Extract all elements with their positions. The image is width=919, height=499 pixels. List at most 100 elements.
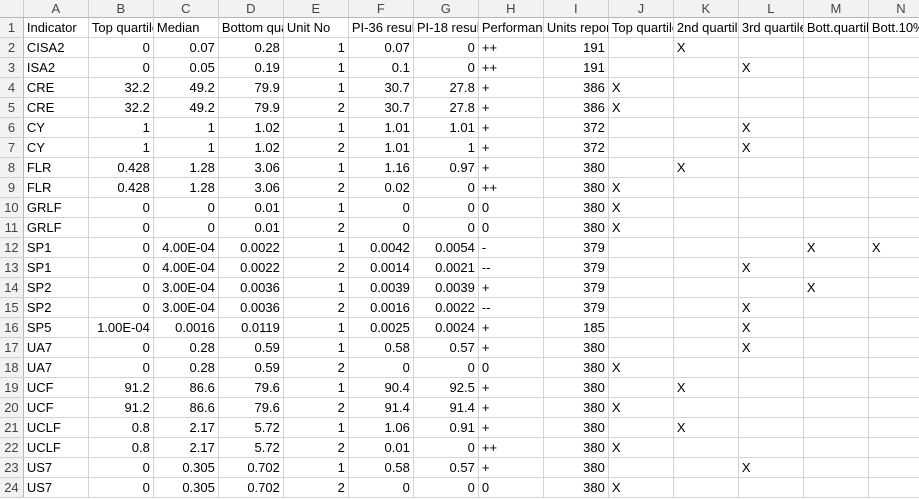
cell-e16[interactable]: 1 — [283, 317, 349, 338]
cell-m23[interactable] — [803, 457, 869, 478]
cell-e8[interactable]: 1 — [283, 157, 349, 178]
cell-h7[interactable]: + — [478, 137, 544, 158]
cell-g18[interactable]: 0 — [413, 357, 479, 378]
cell-n12[interactable]: X — [868, 237, 919, 258]
cell-b15[interactable]: 0 — [88, 297, 154, 318]
cell-k20[interactable] — [673, 397, 739, 418]
cell-m8[interactable] — [803, 157, 869, 178]
cell-l5[interactable] — [738, 97, 804, 118]
cell-m11[interactable] — [803, 217, 869, 238]
cell-i14[interactable]: 379 — [543, 277, 609, 298]
row-header[interactable]: 14 — [0, 277, 24, 298]
cell-b2[interactable]: 0 — [88, 37, 154, 58]
cell-e12[interactable]: 1 — [283, 237, 349, 258]
cell-n8[interactable] — [868, 157, 919, 178]
cell-a20[interactable]: UCF — [23, 397, 89, 418]
cell-f18[interactable]: 0 — [348, 357, 414, 378]
cell-i20[interactable]: 380 — [543, 397, 609, 418]
cell-b8[interactable]: 0.428 — [88, 157, 154, 178]
row-header[interactable]: 20 — [0, 397, 24, 418]
cell-i3[interactable]: 191 — [543, 57, 609, 78]
column-header-b[interactable]: B — [88, 0, 154, 18]
cell-i7[interactable]: 372 — [543, 137, 609, 158]
cell-b23[interactable]: 0 — [88, 457, 154, 478]
row-header[interactable]: 8 — [0, 157, 24, 178]
column-header-m[interactable]: M — [803, 0, 869, 18]
cell-h20[interactable]: + — [478, 397, 544, 418]
cell-d14[interactable]: 0.0036 — [218, 277, 284, 298]
cell-i13[interactable]: 379 — [543, 257, 609, 278]
cell-g7[interactable]: 1 — [413, 137, 479, 158]
cell-l11[interactable] — [738, 217, 804, 238]
cell-j16[interactable] — [608, 317, 674, 338]
cell-h1[interactable]: Performance — [478, 17, 544, 38]
cell-k9[interactable] — [673, 177, 739, 198]
cell-c5[interactable]: 49.2 — [153, 97, 219, 118]
column-header-d[interactable]: D — [218, 0, 284, 18]
cell-f22[interactable]: 0.01 — [348, 437, 414, 458]
cell-l4[interactable] — [738, 77, 804, 98]
cell-d4[interactable]: 79.9 — [218, 77, 284, 98]
cell-a21[interactable]: UCLF — [23, 417, 89, 438]
cell-d2[interactable]: 0.28 — [218, 37, 284, 58]
cell-d20[interactable]: 79.6 — [218, 397, 284, 418]
cell-g24[interactable]: 0 — [413, 477, 479, 498]
cell-e19[interactable]: 1 — [283, 377, 349, 398]
row-header[interactable]: 24 — [0, 477, 24, 498]
cell-m13[interactable] — [803, 257, 869, 278]
cell-c15[interactable]: 3.00E-04 — [153, 297, 219, 318]
cell-f24[interactable]: 0 — [348, 477, 414, 498]
cell-a24[interactable]: US7 — [23, 477, 89, 498]
cell-e11[interactable]: 2 — [283, 217, 349, 238]
cell-e22[interactable]: 2 — [283, 437, 349, 458]
cell-m20[interactable] — [803, 397, 869, 418]
cell-k5[interactable] — [673, 97, 739, 118]
cell-m15[interactable] — [803, 297, 869, 318]
cell-m17[interactable] — [803, 337, 869, 358]
cell-n1[interactable]: Bott.10% — [868, 17, 919, 38]
cell-m16[interactable] — [803, 317, 869, 338]
cell-j6[interactable] — [608, 117, 674, 138]
cell-k12[interactable] — [673, 237, 739, 258]
cell-h3[interactable]: ++ — [478, 57, 544, 78]
cell-g2[interactable]: 0 — [413, 37, 479, 58]
column-header-i[interactable]: I — [543, 0, 609, 18]
cell-l13[interactable]: X — [738, 257, 804, 278]
row-header[interactable]: 15 — [0, 297, 24, 318]
cell-a12[interactable]: SP1 — [23, 237, 89, 258]
cell-h17[interactable]: + — [478, 337, 544, 358]
column-header-g[interactable]: G — [413, 0, 479, 18]
cell-g20[interactable]: 91.4 — [413, 397, 479, 418]
cell-b11[interactable]: 0 — [88, 217, 154, 238]
cell-h18[interactable]: 0 — [478, 357, 544, 378]
cell-d8[interactable]: 3.06 — [218, 157, 284, 178]
cell-h4[interactable]: + — [478, 77, 544, 98]
cell-n24[interactable] — [868, 477, 919, 498]
cell-f12[interactable]: 0.0042 — [348, 237, 414, 258]
cell-l9[interactable] — [738, 177, 804, 198]
cell-d16[interactable]: 0.0119 — [218, 317, 284, 338]
row-header[interactable]: 19 — [0, 377, 24, 398]
cell-d22[interactable]: 5.72 — [218, 437, 284, 458]
row-header[interactable]: 13 — [0, 257, 24, 278]
cell-j11[interactable]: X — [608, 217, 674, 238]
row-header[interactable]: 23 — [0, 457, 24, 478]
cell-f1[interactable]: PI-36 result — [348, 17, 414, 38]
cell-f2[interactable]: 0.07 — [348, 37, 414, 58]
row-header[interactable]: 11 — [0, 217, 24, 238]
cell-k1[interactable]: 2nd quartile — [673, 17, 739, 38]
cell-a11[interactable]: GRLF — [23, 217, 89, 238]
cell-m1[interactable]: Bott.quartile — [803, 17, 869, 38]
cell-b5[interactable]: 32.2 — [88, 97, 154, 118]
column-header-c[interactable]: C — [153, 0, 219, 18]
column-header-e[interactable]: E — [283, 0, 349, 18]
cell-c23[interactable]: 0.305 — [153, 457, 219, 478]
cell-d10[interactable]: 0.01 — [218, 197, 284, 218]
cell-a6[interactable]: CY — [23, 117, 89, 138]
cell-c10[interactable]: 0 — [153, 197, 219, 218]
cell-j4[interactable]: X — [608, 77, 674, 98]
cell-k17[interactable] — [673, 337, 739, 358]
cell-e13[interactable]: 2 — [283, 257, 349, 278]
cell-b14[interactable]: 0 — [88, 277, 154, 298]
cell-g21[interactable]: 0.91 — [413, 417, 479, 438]
